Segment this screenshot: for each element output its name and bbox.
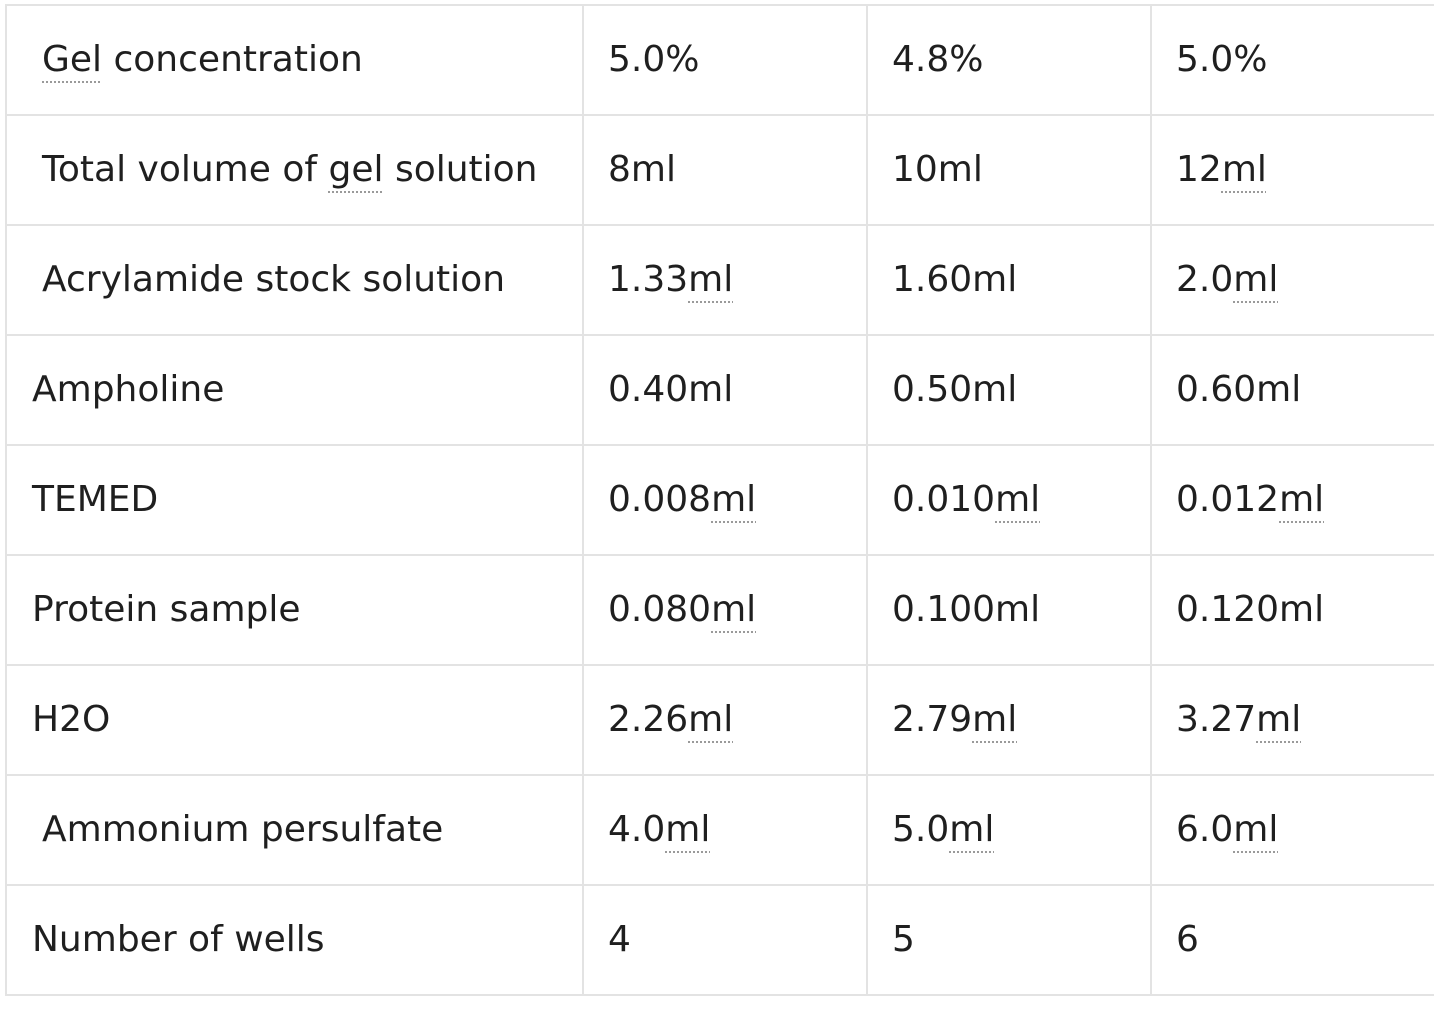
value-text: 0.50ml [892,369,1018,410]
table-row: Gel concentration 5.0% 4.8% 5.0% [5,4,1434,116]
value-text: 2.79 [892,699,973,740]
value-text: 2.26 [608,699,689,740]
value-text: 0.080 [608,589,712,630]
value-cell: 12ml [1150,114,1434,226]
table-row: Acrylamide stock solution 1.33ml 1.60ml 2.0… [5,224,1434,336]
value-text: 4.0 [608,809,666,850]
value-cell: 0.012ml [1150,444,1434,556]
row-label: Acrylamide stock solution [5,224,584,336]
label-text: Acrylamide stock solution [42,259,506,300]
value-cell: 4.8% [866,4,1152,116]
value-cell: 5.0% [582,4,868,116]
row-label: Protein sample [5,554,584,666]
value-text: 5.0% [1176,39,1268,80]
value-cell: 6 [1150,884,1434,996]
table-row: TEMED 0.008ml 0.010ml 0.012ml [5,444,1434,556]
row-label: Ampholine [5,334,584,446]
value-text: 0.012 [1176,479,1280,520]
row-label: TEMED [5,444,584,556]
value-text: 0.008 [608,479,712,520]
spellcheck-underlined-text: ml [688,699,734,740]
value-cell: 8ml [582,114,868,226]
spellcheck-underlined-text: ml [1233,809,1279,850]
label-text: Ampholine [32,369,225,410]
value-text: 12 [1176,149,1222,190]
table-row: Number of wells 4 5 6 [5,884,1434,996]
value-cell: 5.0ml [866,774,1152,886]
value-text: 0.60ml [1176,369,1302,410]
value-cell: 10ml [866,114,1152,226]
table-body: Gel concentration 5.0% 4.8% 5.0% Total volum… [5,4,1434,996]
spellcheck-underlined-text: ml [1233,259,1279,300]
value-cell: 0.010ml [866,444,1152,556]
spellcheck-underlined-text: ml [1221,149,1267,190]
row-label: Gel concentration [5,4,584,116]
label-text: Total volume of [42,149,329,190]
value-text: 5.0% [608,39,700,80]
value-cell: 0.40ml [582,334,868,446]
value-cell: 3.27ml [1150,664,1434,776]
spellcheck-underlined-text: ml [688,259,734,300]
value-cell: 2.0ml [1150,224,1434,336]
value-cell: 2.79ml [866,664,1152,776]
table-row: Ampholine 0.40ml 0.50ml 0.60ml [5,334,1434,446]
value-text: 0.40ml [608,369,734,410]
value-text: 1.33 [608,259,689,300]
value-text: 6.0 [1176,809,1234,850]
spellcheck-underlined-text: ml [949,809,995,850]
row-label: H2O [5,664,584,776]
spellcheck-underlined-text: gel [328,149,384,190]
value-text: 0.010 [892,479,996,520]
value-cell: 0.50ml [866,334,1152,446]
value-cell: 2.26ml [582,664,868,776]
label-text: concentration [102,39,363,80]
spellcheck-underlined-text: ml [711,589,757,630]
label-text: Number of wells [32,919,325,960]
value-cell: 0.60ml [1150,334,1434,446]
value-cell: 4 [582,884,868,996]
spellcheck-underlined-text: ml [711,479,757,520]
value-text: 10ml [892,149,983,190]
spellcheck-underlined-text: Gel [42,39,103,80]
spellcheck-underlined-text: ml [665,809,711,850]
value-cell: 5 [866,884,1152,996]
value-text: 0.100ml [892,589,1041,630]
value-text: 4.8% [892,39,984,80]
label-text: Ammonium persulfate [42,809,444,850]
table-row: H2O 2.26ml 2.79ml 3.27ml [5,664,1434,776]
value-text: 5 [892,919,915,960]
gel-recipe-table: Gel concentration 5.0% 4.8% 5.0% Total volum… [5,4,1434,996]
value-cell: 0.008ml [582,444,868,556]
table-row: Protein sample 0.080ml 0.100ml 0.120ml [5,554,1434,666]
spellcheck-underlined-text: ml [1279,479,1325,520]
label-text: TEMED [32,479,159,520]
value-cell: 0.120ml [1150,554,1434,666]
value-cell: 5.0% [1150,4,1434,116]
table-row: Ammonium persulfate 4.0ml 5.0ml 6.0ml [5,774,1434,886]
spellcheck-underlined-text: ml [972,699,1018,740]
value-cell: 1.33ml [582,224,868,336]
value-text: 0.120ml [1176,589,1325,630]
value-cell: 0.100ml [866,554,1152,666]
label-text: solution [383,149,538,190]
spellcheck-underlined-text: ml [1256,699,1302,740]
value-cell: 1.60ml [866,224,1152,336]
value-text: 2.0 [1176,259,1234,300]
label-text: Protein sample [32,589,301,630]
label-text: H2O [32,699,111,740]
value-text: 4 [608,919,631,960]
value-text: 1.60ml [892,259,1018,300]
value-cell: 4.0ml [582,774,868,886]
value-text: 6 [1176,919,1199,960]
value-text: 3.27 [1176,699,1257,740]
row-label: Ammonium persulfate [5,774,584,886]
spellcheck-underlined-text: ml [995,479,1041,520]
table-row: Total volume of gel solution 8ml 10ml 12ml [5,114,1434,226]
value-cell: 6.0ml [1150,774,1434,886]
value-cell: 0.080ml [582,554,868,666]
value-text: 8ml [608,149,676,190]
value-text: 5.0 [892,809,950,850]
row-label: Number of wells [5,884,584,996]
row-label: Total volume of gel solution [5,114,584,226]
